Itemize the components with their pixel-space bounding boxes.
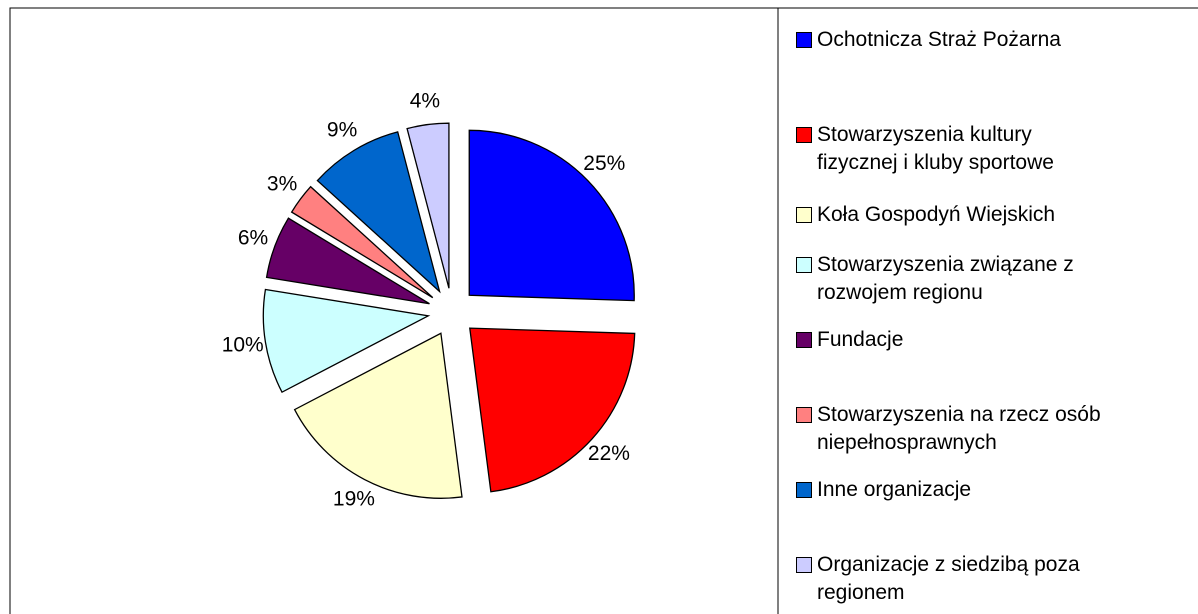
- data-label: 4%: [410, 89, 440, 112]
- pie-slice: [469, 327, 636, 493]
- legend-label: Organizacje z siedzibą poza regionem: [817, 553, 1080, 604]
- legend-swatch: [796, 332, 812, 348]
- legend-swatch: [796, 127, 812, 143]
- legend-label: Fundacje: [817, 328, 904, 351]
- legend-swatch: [796, 257, 812, 273]
- legend-item: Koła Gospodyń Wiejskich: [796, 201, 1196, 229]
- data-label: 6%: [238, 226, 268, 249]
- pie-slice: [290, 185, 434, 299]
- legend-label: Koła Gospodyń Wiejskich: [817, 203, 1056, 226]
- legend-swatch: [796, 482, 812, 498]
- legend-swatch: [796, 207, 812, 223]
- legend-swatch: [796, 557, 812, 573]
- legend-item: Stowarzyszenia na rzecz osób niepełnospr…: [796, 401, 1196, 457]
- pie-slice: [262, 288, 431, 394]
- legend-item: Organizacje z siedzibą poza regionem: [796, 551, 1196, 607]
- data-label: 10%: [222, 333, 264, 356]
- legend-item: Ochotnicza Straż Pożarna: [796, 26, 1196, 54]
- legend-label: Stowarzyszenia kultury fizycznej i kluby…: [817, 123, 1054, 174]
- legend-label: Inne organizacje: [817, 478, 972, 501]
- data-label: 19%: [333, 488, 375, 511]
- legend-swatch: [796, 32, 812, 48]
- chart-border: [9, 7, 1198, 614]
- pie-slice: [265, 217, 430, 305]
- pie-slice: [316, 131, 441, 294]
- legend-item: Fundacje: [796, 326, 1196, 354]
- data-label: 3%: [267, 173, 297, 196]
- legend-item: Stowarzyszenia kultury fizycznej i kluby…: [796, 121, 1196, 177]
- legend-swatch: [796, 407, 812, 423]
- pie-slice: [406, 122, 450, 289]
- data-label: 9%: [327, 118, 357, 141]
- pie-slice: [293, 332, 463, 499]
- legend-label: Stowarzyszenia związane z rozwojem regio…: [817, 253, 1074, 304]
- legend-item: Stowarzyszenia związane z rozwojem regio…: [796, 251, 1196, 307]
- legend-label: Ochotnicza Straż Pożarna: [817, 28, 1061, 51]
- data-label: 25%: [583, 152, 625, 175]
- data-label: 22%: [588, 442, 630, 465]
- pie-slice: [468, 129, 635, 302]
- legend-label: Stowarzyszenia na rzecz osób niepełnospr…: [817, 403, 1101, 454]
- legend-item: Inne organizacje: [796, 476, 1196, 504]
